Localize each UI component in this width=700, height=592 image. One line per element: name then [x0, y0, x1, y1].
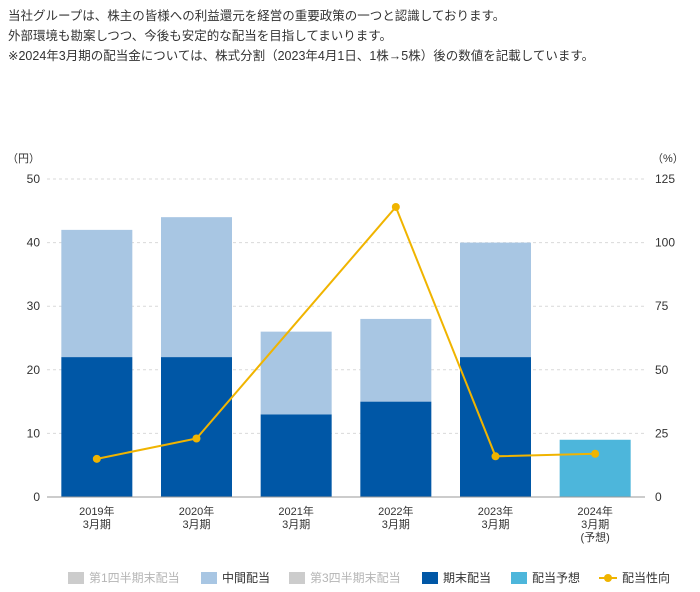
bar-yearend [260, 414, 332, 497]
y-left-tick-label: 20 [27, 363, 41, 377]
legend-swatch-q3 [289, 571, 305, 584]
y-left-unit-label: （円） [7, 152, 40, 165]
y-left-tick-label: 30 [27, 299, 41, 313]
x-tick-label: 2024年 [577, 504, 612, 518]
legend-label-q1: 第1四半期末配当 [89, 571, 180, 585]
bar-yearend [460, 357, 531, 497]
point-payout [591, 449, 600, 458]
bar-yearend [161, 357, 232, 497]
x-tick-label: 3月期 [581, 518, 609, 531]
y-left-tick-label: 10 [27, 426, 41, 440]
x-tick-label: 2023年 [478, 504, 513, 518]
y-right-tick-label: 25 [655, 426, 669, 440]
x-tick-label: (予想) [581, 530, 610, 544]
legend-label-q3: 第3四半期末配当 [310, 571, 401, 585]
bar-interim [260, 331, 332, 415]
legend-line-marker-payout [599, 572, 617, 584]
intro-text: 当社グループは、株主の皆様への利益還元を経営の重要政策の一つと認識しております。… [8, 6, 698, 66]
legend-swatch-yearend [422, 571, 438, 584]
legend-item-interim[interactable]: 中間配当 [201, 569, 270, 586]
point-payout [192, 434, 201, 443]
y-left-tick-label: 50 [27, 172, 41, 186]
legend-swatch-q1 [68, 571, 84, 584]
y-right-tick-label: 125 [655, 172, 675, 186]
legend-label-yearend: 期末配当 [443, 571, 492, 585]
y-left-tick-label: 40 [27, 236, 41, 250]
bar-forecast [559, 439, 631, 497]
legend-item-yearend[interactable]: 期末配当 [422, 569, 491, 586]
intro-line-2: 外部環境も勘案しつつ、今後も安定的な配当を目指してまいります。 [8, 29, 393, 43]
y-right-tick-label: 100 [655, 236, 675, 250]
y-right-tick-label: 0 [655, 490, 662, 504]
y-right-unit-label: （%） [652, 152, 684, 165]
legend-label-forecast: 配当予想 [532, 571, 581, 585]
bar-interim [161, 217, 232, 358]
x-tick-label: 3月期 [182, 518, 210, 531]
bar-yearend [360, 401, 432, 497]
x-tick-label: 3月期 [382, 518, 410, 531]
x-tick-label: 2019年 [79, 504, 114, 518]
x-tick-label: 3月期 [83, 518, 111, 531]
bar-interim [460, 242, 531, 358]
point-payout [491, 452, 500, 461]
legend-item-forecast[interactable]: 配当予想 [511, 569, 580, 586]
intro-line-1: 当社グループは、株主の皆様への利益還元を経営の重要政策の一つと認識しております。 [8, 9, 506, 23]
y-right-tick-label: 50 [655, 363, 669, 377]
bar-yearend [61, 357, 133, 497]
point-payout [92, 454, 101, 463]
legend-label-payout: 配当性向 [622, 571, 671, 585]
legend-swatch-interim [201, 571, 217, 584]
bar-interim [61, 229, 133, 358]
x-tick-label: 2022年 [378, 504, 413, 518]
point-payout [391, 202, 400, 211]
x-tick-label: 2020年 [179, 504, 214, 518]
intro-line-3: ※2024年3月期の配当金については、株式分割（2023年4月1日、1株→5株）… [8, 49, 595, 63]
x-tick-label: 3月期 [282, 518, 310, 531]
legend-item-q3[interactable]: 第3四半期末配当 [289, 569, 401, 586]
legend-item-q1[interactable]: 第1四半期末配当 [68, 569, 180, 586]
legend-item-payout[interactable]: 配当性向 [599, 569, 670, 586]
x-tick-label: 2021年 [278, 504, 313, 518]
legend-swatch-forecast [511, 571, 527, 584]
bar-interim [360, 318, 432, 402]
y-left-tick-label: 0 [33, 490, 40, 504]
y-right-tick-label: 75 [655, 299, 669, 313]
legend-label-interim: 中間配当 [222, 571, 271, 585]
chart-legend: 第1四半期末配当 中間配当 第3四半期末配当 期末配当 配当予想 配当性向 [0, 569, 700, 587]
x-tick-label: 3月期 [481, 518, 509, 531]
